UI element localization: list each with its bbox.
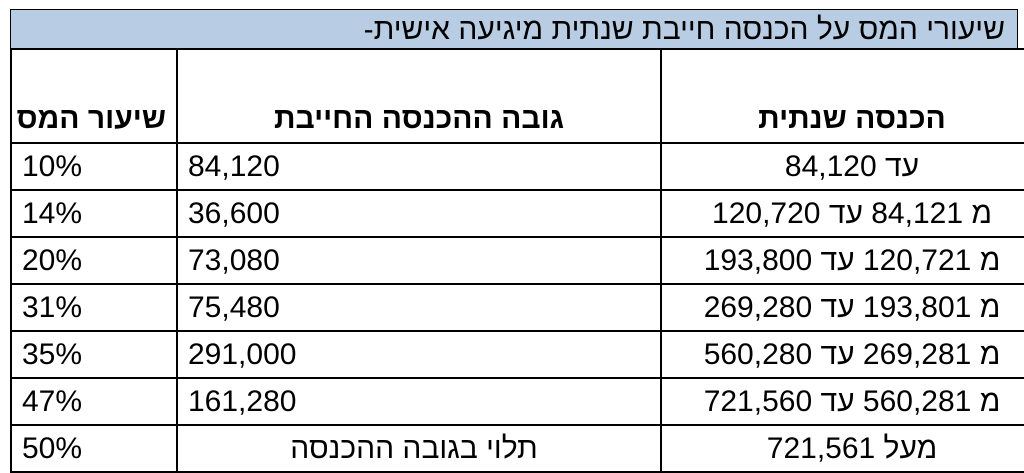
- cell-income: עד 84,120: [660, 142, 1024, 191]
- header-taxable-amount: גובה ההכנסה החייבת: [176, 48, 662, 144]
- cell-amount: 75,480: [176, 283, 662, 332]
- cell-rate: 20%: [10, 236, 178, 285]
- cell-amount: 291,000: [176, 330, 662, 379]
- header-annual-income: הכנסה שנתית: [660, 48, 1024, 144]
- cell-rate: 47%: [10, 377, 178, 426]
- cell-income: מ 84,121 עד 120,720: [660, 189, 1024, 238]
- cell-amount: 84,120: [176, 142, 662, 191]
- header-row: הכנסה שנתית גובה ההכנסה החייבת שיעור המס: [10, 48, 1024, 144]
- header-tax-rate: שיעור המס: [10, 48, 178, 144]
- cell-income: מ 269,281 עד 560,280: [660, 330, 1024, 379]
- table-row: עד 84,120 84,120 10%: [10, 142, 1024, 191]
- tax-rates-table: הכנסה שנתית גובה ההכנסה החייבת שיעור המס…: [10, 48, 1024, 473]
- cell-rate: 14%: [10, 189, 178, 238]
- table-row: מ 84,121 עד 120,720 36,600 14%: [10, 189, 1024, 238]
- cell-income: מ 120,721 עד 193,800: [660, 236, 1024, 285]
- cell-income: מ 193,801 עד 269,280: [660, 283, 1024, 332]
- table-row: מ 269,281 עד 560,280 291,000 35%: [10, 330, 1024, 379]
- table-row: מ 560,281 עד 721,560 161,280 47%: [10, 377, 1024, 426]
- cell-rate: 31%: [10, 283, 178, 332]
- cell-amount: 36,600: [176, 189, 662, 238]
- table-row: מ 193,801 עד 269,280 75,480 31%: [10, 283, 1024, 332]
- cell-amount: 73,080: [176, 236, 662, 285]
- cell-income: מ 560,281 עד 721,560: [660, 377, 1024, 426]
- cell-rate: 35%: [10, 330, 178, 379]
- table-row: מ 120,721 עד 193,800 73,080 20%: [10, 236, 1024, 285]
- cell-rate: 10%: [10, 142, 178, 191]
- cell-amount: 161,280: [176, 377, 662, 426]
- table-title: שיעורי המס על הכנסה חייבת שנתית מיגיעה א…: [10, 9, 1018, 48]
